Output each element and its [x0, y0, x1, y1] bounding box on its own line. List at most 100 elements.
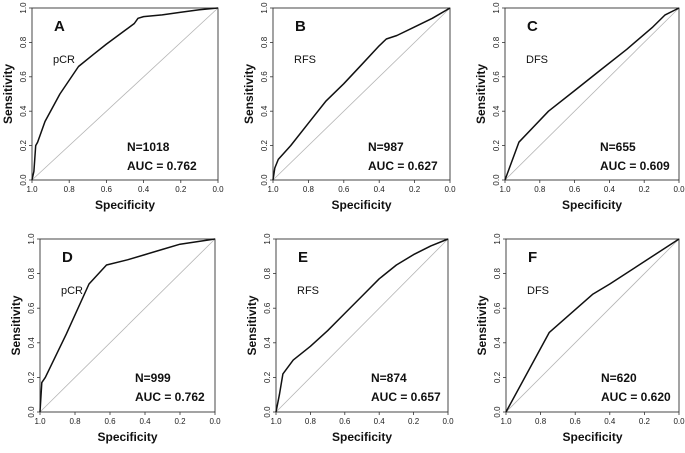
- y-tick-label: 0.4: [492, 105, 501, 117]
- y-axis-title: Sensitivity: [9, 295, 23, 355]
- sample-size-text: N=999: [135, 371, 171, 385]
- y-tick-label: 0.6: [19, 71, 28, 83]
- roc-curve: [272, 7, 451, 181]
- x-tick-label: 0.6: [570, 417, 582, 426]
- roc-curve: [504, 7, 680, 181]
- x-tick-label: 0.6: [104, 417, 116, 426]
- y-tick-label: 0.6: [260, 71, 269, 83]
- roc-curve: [31, 7, 219, 181]
- plot-frame: [504, 7, 680, 181]
- x-axis-title: Specificity: [332, 430, 392, 444]
- auc-text: AUC = 0.620: [601, 390, 671, 404]
- y-tick-label: 1.0: [27, 233, 36, 245]
- y-tick-label: 0.8: [493, 267, 502, 279]
- sample-size-text: N=1018: [127, 140, 170, 154]
- chance-line: [31, 7, 219, 181]
- y-tick-label: 0.4: [260, 105, 269, 117]
- x-axis-title: Specificity: [331, 198, 391, 212]
- y-tick-label: 0.8: [27, 267, 36, 279]
- y-tick-label: 0.8: [260, 36, 269, 48]
- y-tick-label: 1.0: [260, 2, 269, 14]
- x-tick-label: 0.8: [305, 417, 317, 426]
- x-tick-label: 0.8: [64, 185, 76, 194]
- y-axis-title: Sensitivity: [475, 295, 489, 355]
- roc-panel-e: 1.0 0.8 0.6 0.4 0.2 0.0 0.0 0.2 0.4 0.6 0.8 1.0 Spec…: [245, 233, 454, 444]
- x-tick-label: 0.0: [209, 417, 221, 426]
- x-tick-label: 0.4: [139, 417, 151, 426]
- y-tick-label: 0.6: [493, 302, 502, 314]
- y-tick-label: 0.0: [263, 406, 272, 418]
- x-tick-label: 0.4: [374, 417, 386, 426]
- panel-letter: B: [295, 18, 306, 35]
- plot-frame: [31, 7, 219, 181]
- roc-curve: [505, 238, 680, 413]
- endpoint-label: pCR: [53, 54, 75, 66]
- roc-curve: [275, 238, 449, 413]
- x-tick-label: 0.0: [442, 417, 454, 426]
- y-tick-label: 0.2: [27, 371, 36, 383]
- auc-text: AUC = 0.762: [135, 390, 205, 404]
- x-tick-label: 0.8: [535, 417, 547, 426]
- y-axis-title: Sensitivity: [242, 64, 256, 124]
- x-tick-label: 0.2: [175, 185, 187, 194]
- chance-line: [504, 7, 680, 181]
- y-tick-label: 1.0: [263, 233, 272, 245]
- x-tick-label: 0.2: [174, 417, 186, 426]
- sample-size-text: N=620: [601, 371, 637, 385]
- y-tick-label: 0.4: [19, 105, 28, 117]
- y-tick-label: 0.0: [260, 174, 269, 186]
- endpoint-label: pCR: [61, 285, 83, 297]
- x-axis-title: Specificity: [562, 198, 622, 212]
- sample-size-text: N=655: [600, 140, 636, 154]
- y-tick-label: 0.8: [19, 36, 28, 48]
- roc-panel-d: 1.0 0.8 0.6 0.4 0.2 0.0 0.0 0.2 0.4 0.6 0.8 1.0 Spec…: [9, 233, 221, 444]
- y-tick-label: 1.0: [19, 2, 28, 14]
- x-tick-label: 1.0: [34, 417, 46, 426]
- y-tick-label: 0.0: [492, 174, 501, 186]
- y-tick-label: 0.2: [492, 139, 501, 151]
- panel-letter: C: [527, 18, 538, 35]
- panel-letter: A: [54, 18, 65, 35]
- endpoint-label: DFS: [526, 54, 548, 66]
- y-tick-label: 0.8: [263, 267, 272, 279]
- x-tick-label: 0.6: [338, 185, 350, 194]
- y-tick-label: 0.4: [263, 337, 272, 349]
- y-tick-label: 0.4: [493, 337, 502, 349]
- auc-text: AUC = 0.762: [127, 159, 197, 173]
- x-tick-label: 1.0: [26, 185, 38, 194]
- sample-size-text: N=987: [368, 140, 404, 154]
- y-axis-title: Sensitivity: [474, 64, 488, 124]
- x-tick-label: 0.0: [444, 185, 456, 194]
- x-tick-label: 0.6: [569, 185, 581, 194]
- x-tick-label: 0.8: [534, 185, 546, 194]
- x-tick-label: 0.2: [408, 417, 420, 426]
- plot-frame: [505, 238, 680, 413]
- y-tick-label: 0.0: [27, 406, 36, 418]
- y-tick-label: 0.2: [19, 139, 28, 151]
- x-tick-label: 1.0: [270, 417, 282, 426]
- y-tick-label: 0.0: [493, 406, 502, 418]
- plot-frame: [275, 238, 449, 413]
- y-tick-label: 0.0: [19, 174, 28, 186]
- x-tick-label: 1.0: [499, 185, 511, 194]
- x-tick-label: 0.4: [374, 185, 386, 194]
- endpoint-label: RFS: [294, 54, 316, 66]
- y-tick-label: 0.2: [493, 371, 502, 383]
- x-tick-label: 0.6: [101, 185, 113, 194]
- y-tick-label: 1.0: [493, 233, 502, 245]
- y-axis-title: Sensitivity: [245, 295, 259, 355]
- roc-panel-c: 1.0 0.8 0.6 0.4 0.2 0.0 0.0 0.2 0.4 0.6 0.8 1.0 Spec…: [474, 2, 685, 212]
- x-tick-label: 0.4: [604, 417, 616, 426]
- panel-letter: E: [298, 249, 308, 266]
- x-tick-label: 0.0: [212, 185, 224, 194]
- y-tick-label: 0.6: [27, 302, 36, 314]
- chance-line: [39, 238, 216, 413]
- x-tick-label: 1.0: [500, 417, 512, 426]
- x-tick-label: 0.2: [639, 185, 651, 194]
- y-tick-label: 0.2: [263, 371, 272, 383]
- chance-line: [272, 7, 451, 181]
- y-tick-label: 1.0: [492, 2, 501, 14]
- sample-size-text: N=874: [371, 371, 407, 385]
- plot-frame: [39, 238, 216, 413]
- chance-line: [505, 238, 680, 413]
